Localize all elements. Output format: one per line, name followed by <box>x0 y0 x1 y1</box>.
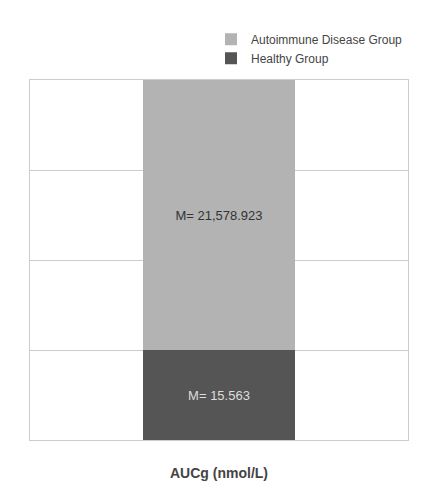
svg-text:M= 21,578.923: M= 21,578.923 <box>175 208 262 223</box>
svg-text:Healthy Group: Healthy Group <box>251 52 329 66</box>
svg-text:Autoimmune Disease Group: Autoimmune Disease Group <box>251 33 402 47</box>
svg-text:AUCg (nmol/L): AUCg (nmol/L) <box>170 465 268 481</box>
svg-text:M= 15.563: M= 15.563 <box>188 388 250 403</box>
